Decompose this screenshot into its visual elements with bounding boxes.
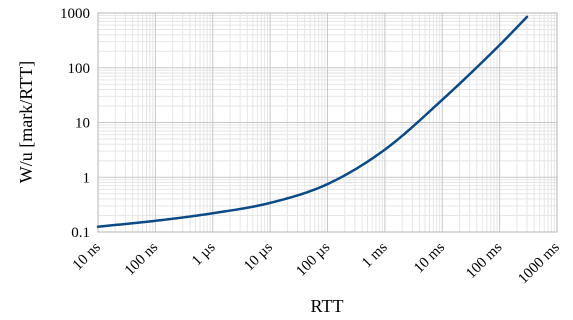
y-tick-label: 1000 [60, 6, 90, 22]
x-tick-labels: 10 ns 100 ns 1 µs 10 µs 100 µs 1 ms 10 ms 100 m… [70, 239, 563, 287]
x-tick-label: 1 µs [189, 239, 219, 269]
series-line [96, 15, 529, 228]
y-tick-labels: 0.1 1 10 100 1000 [60, 6, 90, 241]
plot-frame [97, 12, 558, 233]
x-tick-label: 1000 ms [515, 239, 563, 287]
series-layer [96, 15, 529, 228]
y-tick-label: 10 [75, 116, 90, 132]
y-tick-label: 100 [68, 61, 91, 77]
x-tick-label: 1 ms [359, 239, 391, 271]
x-tick-label: 100 ns [122, 239, 161, 278]
x-tick-label: 10 µs [241, 239, 276, 274]
x-tick-label: 100 ms [463, 239, 505, 281]
y-tick-label: 1 [83, 170, 91, 186]
y-axis-title: W/u [mark/RTT] [16, 61, 36, 183]
x-tick-label: 10 ms [411, 239, 448, 276]
y-tick-label: 0.1 [71, 225, 90, 241]
x-axis-title: RTT [311, 296, 344, 316]
x-tick-label: 10 ns [70, 239, 104, 273]
x-tick-label: 100 µs [293, 239, 333, 279]
